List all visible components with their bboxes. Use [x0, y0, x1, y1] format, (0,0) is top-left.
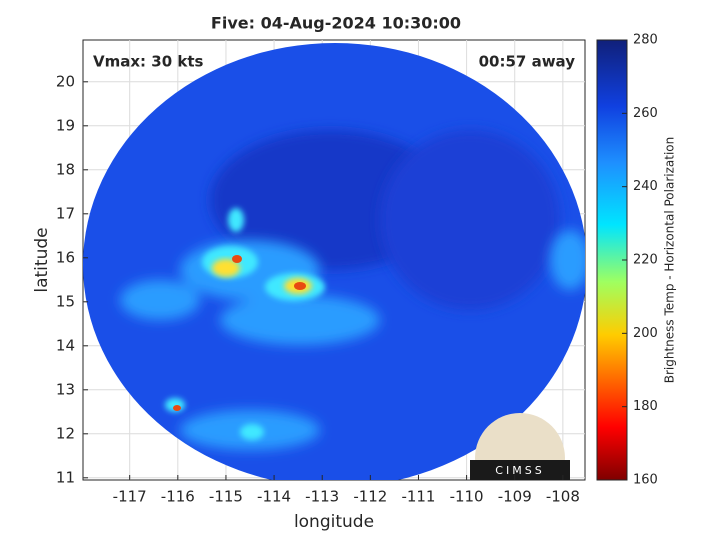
y-tick-label: 17 [56, 204, 75, 222]
y-tick-label: 11 [56, 468, 75, 486]
x-tick-label: -108 [546, 488, 580, 506]
x-tick-label: -115 [209, 488, 243, 506]
y-tick-label: 16 [56, 248, 75, 266]
colorbar-tick-label: 200 [633, 326, 658, 341]
chart-title: Five: 04-Aug-2024 10:30:00 [211, 14, 461, 33]
field: CIMSS [83, 43, 585, 480]
colorbar-label: Brightness Temp - Horizontal Polarizatio… [663, 137, 677, 384]
colorbar-tick-label: 160 [633, 473, 658, 488]
colorbar-tick-label: 240 [633, 179, 658, 194]
y-tick-label: 12 [56, 424, 75, 442]
colorbar-tick-label: 220 [633, 253, 658, 268]
logo-text: CIMSS [495, 464, 544, 477]
y-tick-label: 14 [56, 336, 75, 354]
y-tick-label: 20 [56, 72, 75, 90]
x-tick-label: -114 [257, 488, 291, 506]
x-tick-label: -109 [498, 488, 532, 506]
x-tick-label: -117 [113, 488, 147, 506]
annotation: Vmax: 30 kts [93, 53, 203, 71]
y-tick-label: 13 [56, 380, 75, 398]
y-axis-label: latitude [32, 227, 52, 292]
x-axis-label: longitude [294, 512, 374, 532]
x-tick-label: -113 [305, 488, 339, 506]
x-tick-label: -112 [353, 488, 387, 506]
y-tick-label: 15 [56, 292, 75, 310]
colorbar-tick-label: 180 [633, 399, 658, 414]
y-tick-label: 18 [56, 160, 75, 178]
x-tick-label: -111 [401, 488, 435, 506]
x-tick-label: -110 [450, 488, 484, 506]
annotation: 00:57 away [479, 53, 576, 71]
colorbar-tick-label: 260 [633, 106, 658, 121]
colorbar-tick-label: 280 [633, 33, 658, 48]
x-tick-label: -116 [161, 488, 195, 506]
logo: CIMSS [470, 413, 570, 480]
y-tick-label: 19 [56, 116, 75, 134]
